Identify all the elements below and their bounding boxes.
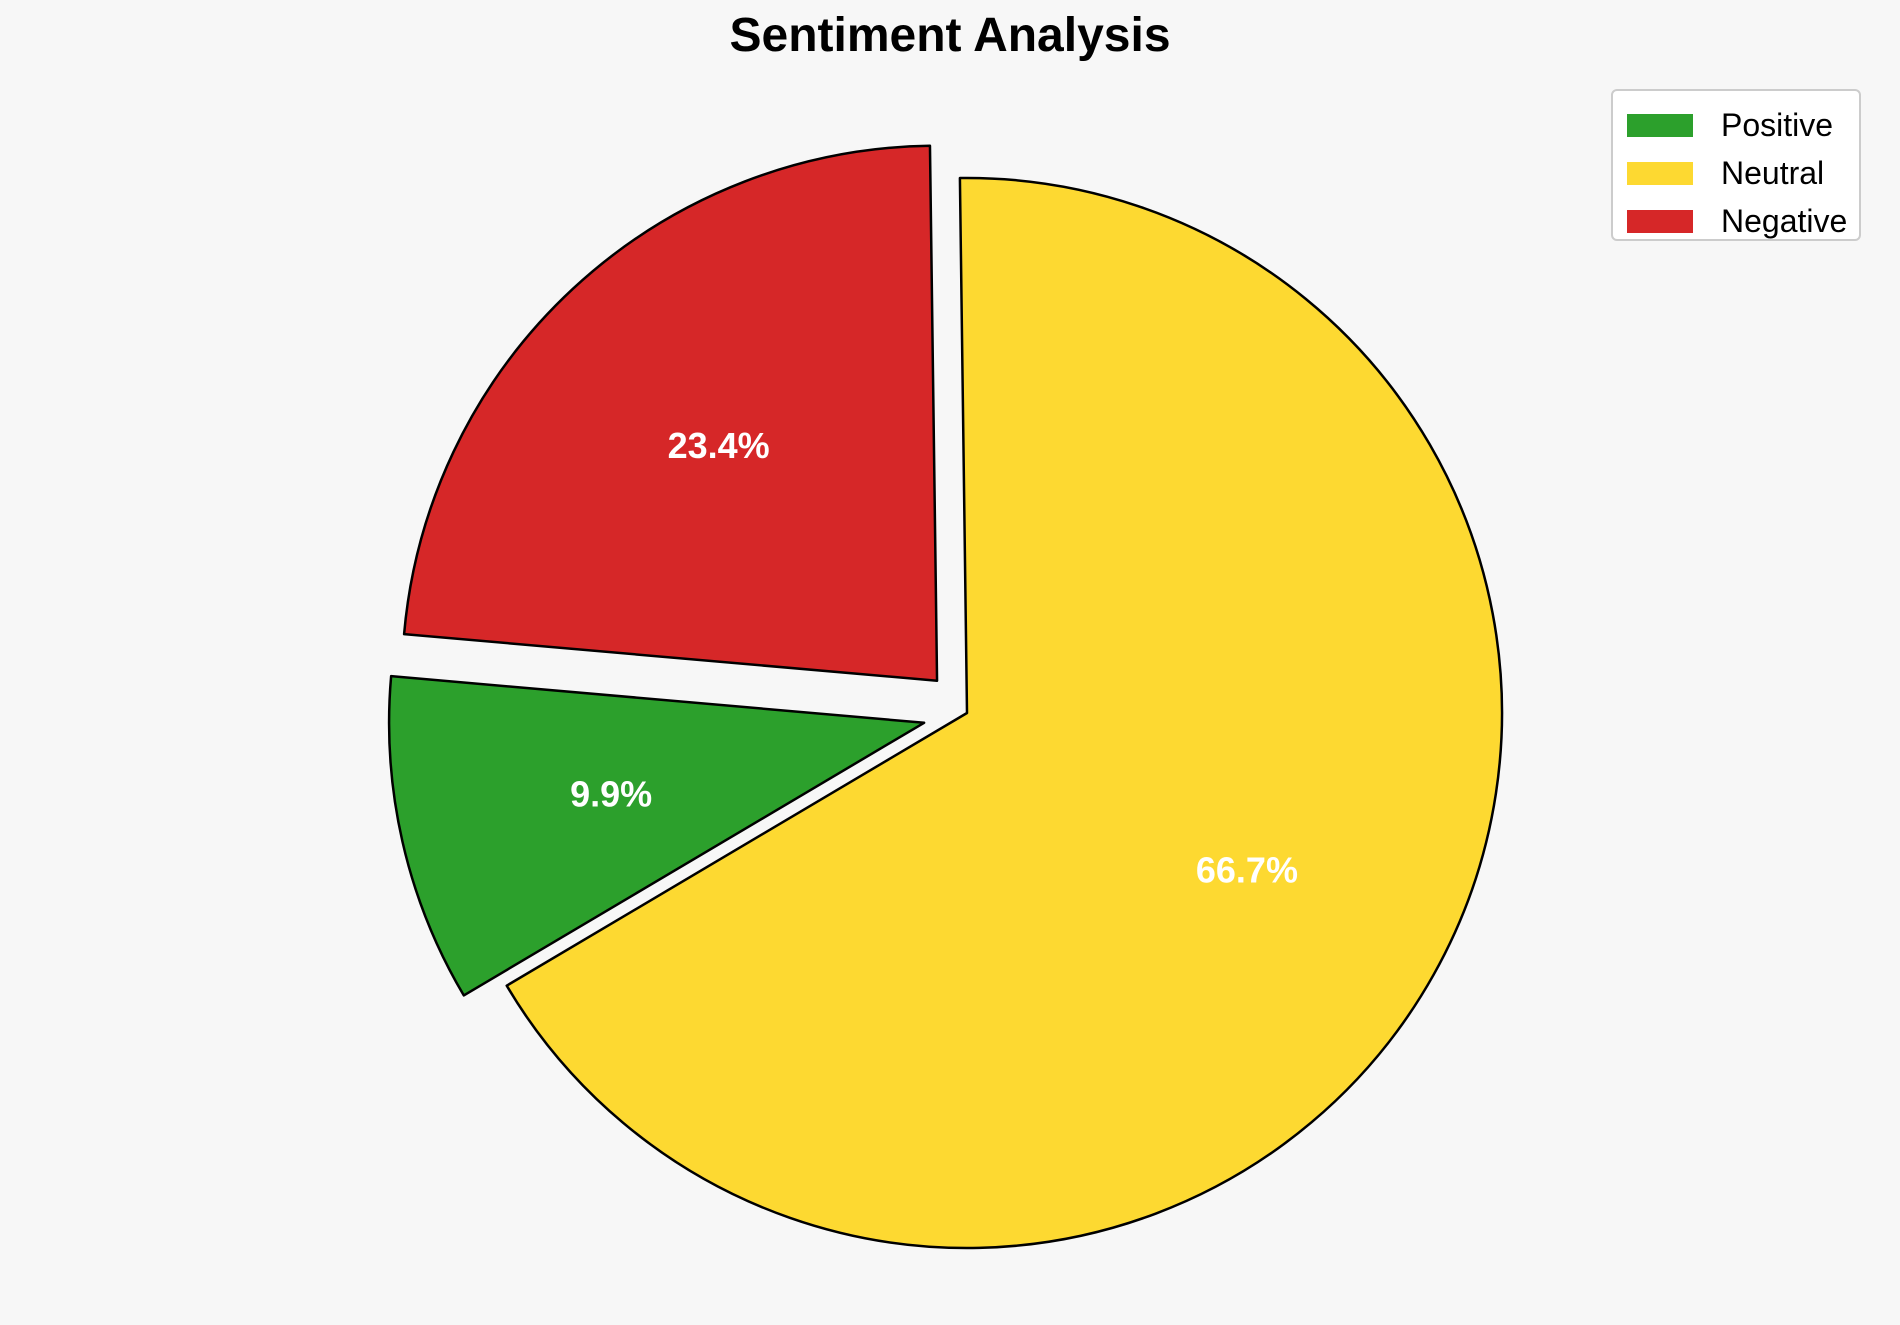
legend-swatch-neutral (1627, 161, 1693, 185)
chart-title: Sentiment Analysis (729, 9, 1171, 62)
legend-swatch-negative (1627, 209, 1693, 233)
legend-label-positive: Positive (1721, 106, 1834, 143)
pie-slice-negative (402, 144, 939, 683)
pie-label-negative: 23.4% (668, 425, 770, 466)
legend-item-negative: Negative (1627, 197, 1859, 245)
legend-item-positive: Positive (1627, 101, 1859, 149)
pie-label-neutral: 66.7% (1196, 850, 1298, 891)
pie-slice-positive (387, 674, 926, 997)
pie-label-positive: 9.9% (570, 773, 652, 814)
legend-swatch-positive (1627, 113, 1693, 137)
legend-item-neutral: Neutral (1627, 149, 1859, 197)
legend-label-neutral: Neutral (1721, 154, 1825, 191)
legend: Positive Neutral Negative (1611, 89, 1861, 241)
pie-slice-neutral (505, 176, 1504, 1250)
legend-label-negative: Negative (1721, 202, 1848, 239)
